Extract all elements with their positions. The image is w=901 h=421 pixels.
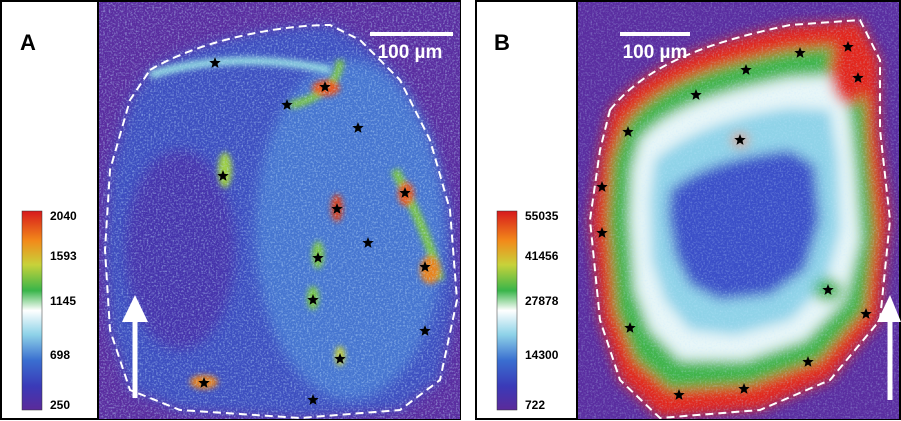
colorbar-tick-label: 14300 [525, 348, 559, 362]
colorbar-tick-label: 55035 [525, 209, 559, 223]
colorbar-tick-label: 27878 [525, 294, 559, 308]
colorbar-tick-label: 698 [50, 348, 70, 362]
colorbar-tick-label: 250 [50, 398, 70, 412]
colorbar-tick-label: 41456 [525, 249, 559, 263]
figure: 100 µm A 100 µm [0, 0, 901, 421]
colorbar-tick-label: 2040 [50, 209, 77, 223]
heatmap-a [98, 2, 460, 419]
panel-label: B [494, 30, 510, 55]
scale-bar-label: 100 µm [378, 42, 443, 63]
colorbar-tick-label: 722 [525, 398, 545, 412]
panel-label: A [20, 30, 36, 55]
colorbar [497, 211, 517, 410]
colorbar-tick-label: 1145 [50, 294, 76, 308]
scale-bar-label: 100 µm [623, 42, 688, 63]
colorbar [22, 211, 42, 410]
colorbar-tick-label: 1593 [50, 249, 77, 263]
